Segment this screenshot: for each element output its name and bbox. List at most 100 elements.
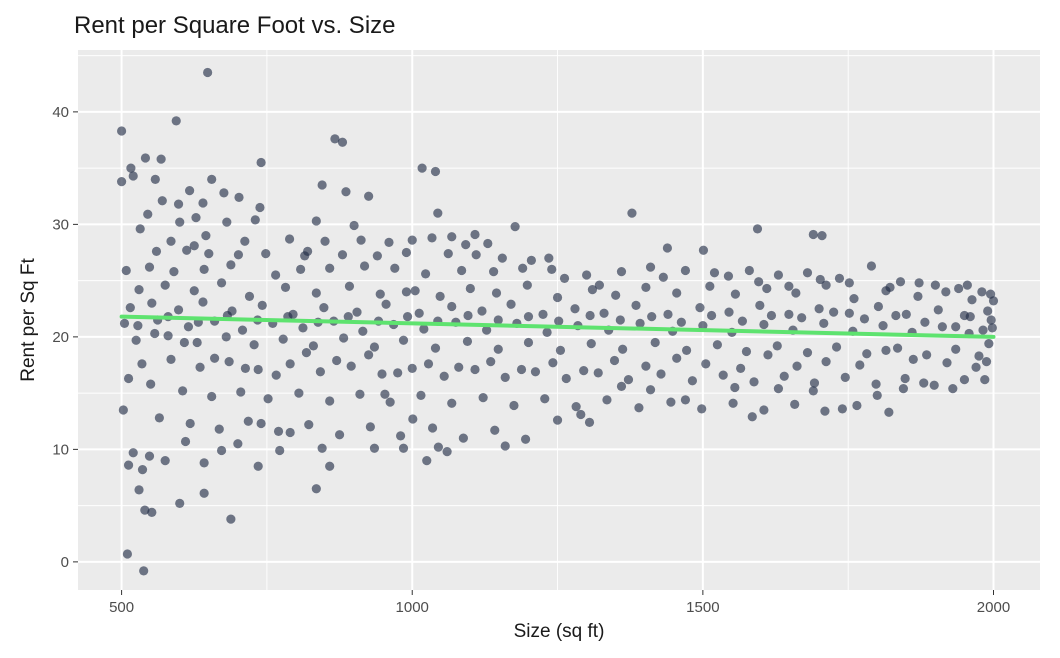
data-point: [542, 327, 552, 337]
data-point: [150, 174, 160, 184]
data-point: [137, 359, 147, 369]
data-point: [647, 312, 657, 322]
data-point: [253, 364, 263, 375]
data-point: [317, 180, 327, 190]
data-point: [937, 322, 947, 332]
data-point: [178, 386, 188, 396]
x-axis-ticks: 500 1000 1500 2000: [109, 590, 1010, 616]
data-point: [509, 400, 519, 411]
data-point: [602, 395, 612, 405]
data-point: [913, 291, 923, 301]
data-point: [736, 363, 746, 373]
data-point: [198, 297, 208, 307]
data-point: [554, 316, 564, 326]
data-point: [157, 196, 167, 206]
data-point: [423, 359, 434, 369]
data-point: [728, 398, 738, 408]
data-point: [792, 361, 802, 371]
data-point: [672, 353, 682, 363]
data-point: [724, 307, 734, 317]
data-point: [570, 304, 580, 314]
y-tick-label: 20: [52, 329, 69, 346]
data-point: [356, 235, 366, 245]
data-point: [285, 359, 295, 369]
data-point: [791, 288, 801, 298]
data-point: [358, 326, 368, 336]
data-point: [965, 312, 975, 322]
data-point: [171, 116, 181, 126]
data-point: [195, 362, 205, 372]
data-point: [294, 388, 304, 398]
data-point: [784, 309, 794, 319]
data-point: [166, 236, 176, 246]
data-point: [954, 283, 964, 294]
data-point: [311, 288, 321, 298]
data-point: [349, 220, 359, 231]
data-point: [249, 340, 259, 350]
data-point: [616, 267, 627, 277]
data-point: [829, 307, 839, 317]
data-point: [133, 321, 143, 331]
data-point: [207, 174, 217, 184]
data-point: [697, 404, 707, 414]
data-point: [410, 286, 420, 296]
data-point: [855, 360, 865, 370]
data-point: [594, 280, 604, 290]
data-point: [981, 357, 992, 367]
data-point: [478, 393, 488, 403]
data-point: [346, 361, 356, 371]
data-point: [831, 342, 842, 352]
data-point: [489, 267, 499, 277]
y-tick-label: 40: [52, 104, 69, 121]
data-point: [273, 426, 284, 436]
data-point: [182, 245, 192, 255]
data-point: [183, 322, 194, 332]
data-point: [471, 250, 481, 260]
data-point: [131, 335, 141, 345]
data-point: [134, 285, 144, 295]
data-point: [359, 261, 370, 271]
data-point: [427, 233, 437, 243]
data-point: [150, 328, 160, 339]
data-point: [334, 430, 345, 440]
data-point: [355, 389, 365, 399]
data-point: [891, 310, 901, 321]
data-point: [959, 375, 970, 385]
data-point: [971, 362, 981, 372]
data-points: [116, 67, 999, 576]
data-point: [819, 318, 829, 328]
data-point: [189, 286, 199, 296]
data-point: [253, 461, 263, 471]
data-point: [122, 549, 133, 559]
data-point: [901, 309, 911, 319]
data-point: [808, 229, 818, 240]
data-point: [219, 188, 229, 198]
data-point: [139, 566, 149, 576]
data-point: [701, 359, 711, 369]
data-point: [369, 342, 380, 352]
data-point: [143, 209, 153, 219]
data-point: [344, 281, 355, 291]
data-point: [755, 300, 765, 310]
data-point: [523, 312, 534, 322]
data-point: [160, 456, 170, 466]
data-point: [866, 261, 877, 271]
data-point: [442, 447, 452, 457]
data-point: [325, 461, 335, 471]
data-point: [559, 273, 570, 283]
data-point: [116, 177, 127, 187]
data-point: [401, 287, 412, 297]
data-point: [814, 304, 824, 314]
data-point: [408, 414, 418, 424]
data-point: [951, 322, 961, 332]
data-point: [873, 301, 884, 312]
data-point: [128, 448, 138, 458]
data-point: [762, 283, 772, 294]
data-point: [615, 315, 625, 325]
data-point: [520, 434, 531, 444]
data-point: [486, 357, 496, 367]
data-point: [380, 389, 390, 399]
data-point: [849, 294, 859, 304]
data-point: [491, 288, 502, 298]
data-point: [332, 355, 342, 366]
